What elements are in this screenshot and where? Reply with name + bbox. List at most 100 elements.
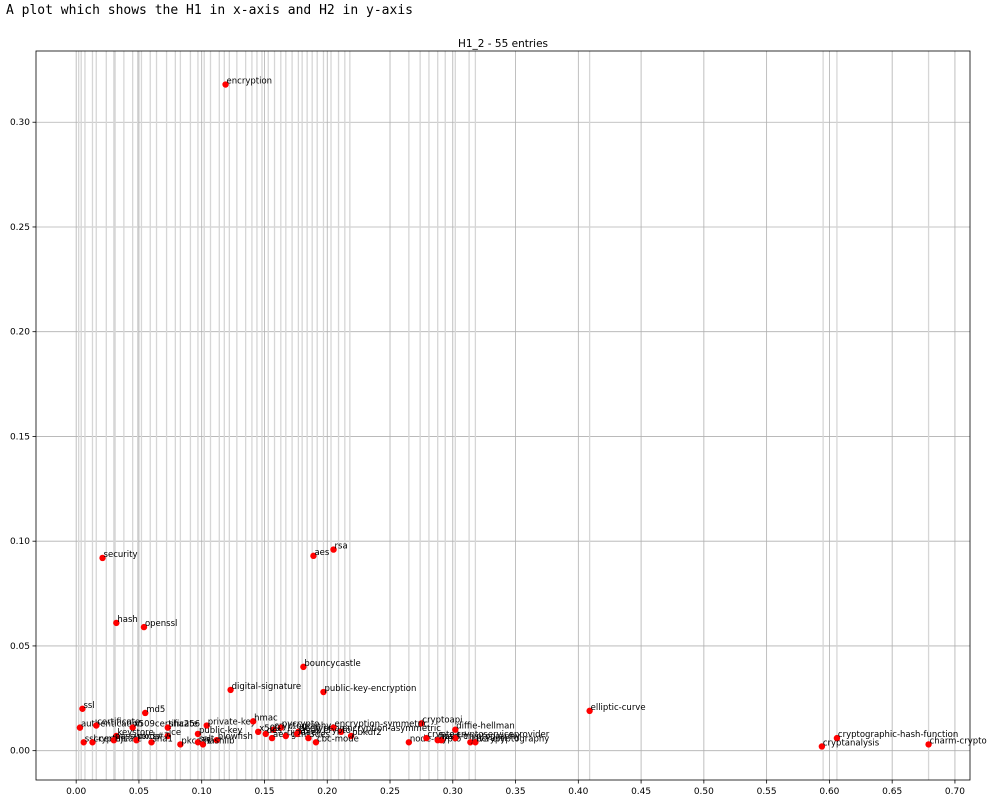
data-point	[133, 736, 140, 744]
data-point-label: public-key-encryption	[324, 684, 416, 694]
data-point	[164, 732, 172, 740]
data-point-label: hashlib	[204, 736, 235, 746]
y-tick-label: 0.00	[10, 747, 30, 757]
page-caption: A plot which shows the H1 in x-axis and …	[6, 3, 413, 18]
data-point	[270, 726, 277, 733]
data-point-label: 3des	[309, 730, 330, 740]
data-point-label: private-key	[208, 718, 256, 728]
data-point	[227, 686, 234, 694]
data-point	[80, 739, 87, 746]
data-point-label: bcrypt	[476, 734, 504, 744]
data-point	[194, 730, 202, 738]
data-point-label: java-cryptography	[470, 734, 549, 744]
data-point	[110, 736, 118, 744]
data-point-label: cryptojs	[93, 734, 127, 744]
x-tick-label: 0.10	[192, 787, 212, 797]
data-point-label: digital-signature	[232, 682, 302, 692]
y-tick-label: 0.05	[10, 642, 30, 652]
data-point	[194, 739, 202, 746]
data-point-label: cryptoserviceprovider	[456, 730, 549, 740]
data-point-label: des	[267, 726, 283, 736]
data-point	[467, 739, 474, 746]
x-tick-label: 0.55	[757, 787, 777, 797]
y-axis: 0.00 0.05 0.10 0.15 0.20 0.25 0.30	[10, 118, 36, 757]
data-point	[148, 739, 155, 746]
data-point-label: x509	[259, 724, 280, 734]
data-point	[312, 739, 320, 746]
x-tick-label: 0.45	[631, 787, 651, 797]
data-point	[310, 552, 317, 560]
data-point	[213, 736, 220, 744]
data-point-label: hash	[117, 615, 137, 625]
data-point	[262, 730, 269, 738]
data-point	[293, 730, 301, 738]
data-point	[222, 81, 229, 88]
data-point	[452, 734, 459, 742]
y-tick-label: 0.25	[10, 223, 30, 233]
data-point-label: encryption-symmetric	[335, 720, 429, 730]
data-point	[268, 734, 276, 742]
data-point	[833, 734, 841, 742]
data-point-label: bouncycastle	[304, 659, 360, 669]
y-tick-label: 0.10	[10, 537, 30, 547]
data-point	[140, 623, 148, 631]
data-point	[79, 705, 86, 712]
data-point	[347, 732, 355, 740]
data-point	[199, 741, 207, 748]
data-point	[177, 741, 184, 748]
data-point	[320, 688, 327, 696]
plot-frame	[35, 50, 971, 781]
data-point	[330, 724, 337, 731]
data-point-label: salt	[199, 734, 215, 744]
data-point-label: encryption	[227, 77, 273, 87]
data-point-label: authentication	[81, 720, 143, 730]
data-point-label: sha1	[152, 734, 172, 744]
data-point-label: diffie-hellman	[456, 722, 514, 732]
y-tick-label: 0.20	[10, 328, 30, 338]
x-tick-label: 0.50	[694, 787, 714, 797]
data-point-label: security	[104, 550, 138, 560]
x-tick-label: 0.20	[317, 787, 337, 797]
data-point-label: ssl	[83, 701, 94, 711]
data-point	[337, 728, 345, 736]
data-point	[300, 663, 307, 671]
data-point	[129, 724, 136, 731]
x-tick-label: 0.00	[66, 787, 86, 797]
x-tick-label: 0.25	[380, 787, 400, 797]
data-point	[255, 728, 262, 736]
data-point-label: openssl	[145, 619, 177, 629]
data-point-label: pycrypto	[282, 720, 320, 730]
data-point	[472, 739, 479, 746]
data-point-label: aes	[314, 548, 329, 558]
data-point	[164, 724, 172, 731]
chart-title: H1_2 - 55 entries	[458, 38, 548, 50]
data-point-label: decryption	[299, 724, 345, 734]
data-point-label: fips	[439, 732, 455, 742]
data-point-label: cryptoapi	[422, 715, 462, 725]
data-point-label: pbkdf2	[352, 728, 382, 738]
data-point-label: charm-crypto	[930, 736, 987, 746]
data-point	[452, 726, 459, 733]
data-point-label: rsa	[335, 542, 348, 552]
x-tick-label: 0.15	[254, 787, 274, 797]
data-point	[203, 722, 210, 729]
data-point-label: cryptanalysis	[823, 738, 880, 748]
data-point	[99, 554, 106, 562]
data-point-label: rijndael	[287, 728, 319, 738]
data-point-label: cbc-mode	[317, 734, 359, 744]
x-tick-label: 0.60	[819, 787, 839, 797]
x-tick-label: 0.40	[568, 787, 588, 797]
data-point	[423, 734, 430, 742]
data-point	[586, 707, 593, 715]
x-tick-label: 0.65	[882, 787, 902, 797]
data-point	[93, 722, 100, 729]
data-point	[113, 619, 120, 627]
data-point-label: blowfish	[218, 732, 253, 742]
data-point	[405, 739, 413, 746]
x-tick-label: 0.70	[945, 787, 965, 797]
data-point	[277, 724, 284, 731]
data-point-label: aes-gcm	[273, 730, 309, 740]
data-point-label: x509certificate	[134, 720, 198, 730]
